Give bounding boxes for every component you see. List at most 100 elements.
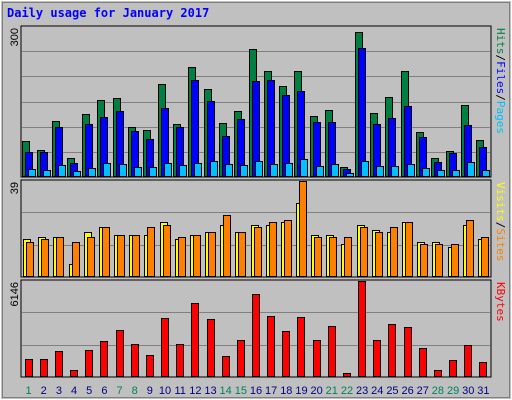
bar-sites-sites-21 (329, 237, 337, 277)
day-label-12: 12 (189, 385, 201, 397)
day-label-22: 22 (341, 385, 353, 397)
panel-hits-legend: Hits/Files/Pages (494, 28, 507, 134)
day-label-13: 13 (204, 385, 216, 397)
bar-sites-sites-13 (208, 232, 216, 277)
bar-kbytes-kbytes-23 (358, 281, 366, 377)
bar-kbytes-kbytes-11 (176, 344, 184, 377)
bar-sites-sites-5 (87, 237, 95, 277)
bar-hits-pages-12 (194, 163, 202, 177)
day-label-21: 21 (326, 385, 338, 397)
bar-kbytes-kbytes-16 (252, 294, 260, 377)
bar-hits-pages-9 (149, 167, 157, 177)
bar-sites-sites-4 (72, 242, 80, 277)
day-label-10: 10 (159, 385, 171, 397)
bar-sites-sites-17 (269, 222, 277, 277)
bar-kbytes-kbytes-8 (131, 344, 139, 377)
bar-hits-pages-14 (225, 164, 233, 177)
bar-hits-pages-13 (210, 161, 218, 177)
bar-sites-sites-29 (451, 244, 459, 277)
bar-hits-pages-25 (391, 166, 399, 177)
bar-sites-sites-19 (299, 181, 307, 277)
bar-kbytes-kbytes-25 (388, 324, 396, 377)
bar-hits-pages-6 (103, 163, 111, 177)
bar-sites-sites-6 (102, 227, 110, 277)
legend-separator: / (494, 55, 507, 62)
bar-kbytes-kbytes-5 (85, 350, 93, 377)
bar-hits-pages-18 (285, 163, 293, 177)
legend-hits: Hits (494, 28, 507, 55)
day-label-31: 31 (477, 385, 489, 397)
legend-visits: Visits (494, 182, 507, 222)
day-label-1: 1 (26, 385, 32, 397)
bar-sites-sites-22 (344, 237, 352, 277)
panel-sites-ymax-label: 39 (9, 182, 21, 194)
bar-hits-pages-10 (164, 163, 172, 177)
bar-hits-pages-2 (43, 170, 51, 177)
day-label-29: 29 (447, 385, 459, 397)
bar-hits-pages-17 (270, 164, 278, 177)
day-label-26: 26 (401, 385, 413, 397)
panel-hits-ymax-label: 300 (9, 28, 21, 46)
bar-kbytes-kbytes-13 (207, 319, 215, 377)
day-label-19: 19 (295, 385, 307, 397)
panel-kbytes: 6146 KBytes (9, 279, 507, 378)
bar-kbytes-kbytes-24 (373, 340, 381, 377)
bar-kbytes-kbytes-7 (116, 330, 124, 377)
bar-hits-pages-22 (346, 173, 354, 177)
bar-hits-pages-11 (179, 165, 187, 177)
bar-sites-sites-12 (193, 235, 201, 277)
bar-sites-sites-3 (56, 237, 64, 277)
legend-kbytes: KBytes (494, 282, 507, 322)
day-label-30: 30 (462, 385, 474, 397)
panel-sites-legend: Visits/Sites (494, 182, 507, 262)
bar-kbytes-kbytes-3 (55, 351, 63, 377)
legend-pages: Pages (494, 101, 507, 134)
legend-separator: / (494, 222, 507, 229)
bar-kbytes-kbytes-26 (404, 327, 412, 377)
legend-separator: / (494, 94, 507, 101)
day-label-2: 2 (41, 385, 47, 397)
bar-kbytes-kbytes-17 (267, 316, 275, 377)
bar-kbytes-kbytes-15 (237, 340, 245, 377)
day-label-11: 11 (174, 385, 185, 397)
day-label-20: 20 (311, 385, 323, 397)
bar-kbytes-kbytes-12 (191, 303, 199, 377)
day-label-14: 14 (220, 385, 232, 397)
bar-kbytes-kbytes-9 (146, 355, 154, 377)
bar-kbytes-kbytes-29 (449, 360, 457, 377)
bar-sites-sites-31 (481, 237, 489, 277)
bar-sites-sites-8 (132, 235, 140, 277)
bar-kbytes-kbytes-2 (40, 359, 48, 377)
bar-hits-pages-4 (73, 171, 81, 177)
bar-hits-pages-23 (361, 161, 369, 177)
bar-hits-pages-20 (316, 166, 324, 177)
bar-hits-pages-5 (88, 168, 96, 177)
bar-kbytes-kbytes-31 (479, 362, 487, 377)
day-label-16: 16 (250, 385, 262, 397)
bar-kbytes-kbytes-28 (434, 370, 442, 377)
bar-hits-pages-19 (300, 159, 308, 177)
bar-sites-sites-16 (254, 227, 262, 277)
bar-kbytes-kbytes-20 (313, 340, 321, 377)
bar-kbytes-kbytes-1 (25, 359, 33, 377)
day-label-9: 9 (147, 385, 153, 397)
day-label-7: 7 (116, 385, 122, 397)
bar-sites-sites-27 (420, 244, 428, 277)
bar-sites-sites-30 (466, 220, 474, 277)
day-label-18: 18 (280, 385, 292, 397)
bar-sites-sites-14 (223, 215, 231, 277)
bar-hits-pages-29 (452, 170, 460, 177)
bar-kbytes-kbytes-22 (343, 373, 351, 377)
day-label-25: 25 (386, 385, 398, 397)
bar-sites-sites-26 (405, 222, 413, 277)
day-label-5: 5 (86, 385, 92, 397)
bar-sites-sites-20 (314, 237, 322, 277)
bar-sites-sites-2 (41, 239, 49, 277)
panel-kbytes-legend: KBytes (494, 282, 507, 322)
day-label-15: 15 (235, 385, 247, 397)
bar-kbytes-kbytes-6 (100, 341, 108, 377)
bar-sites-sites-18 (284, 220, 292, 277)
bar-hits-pages-1 (28, 169, 36, 177)
bar-sites-sites-7 (117, 235, 125, 277)
